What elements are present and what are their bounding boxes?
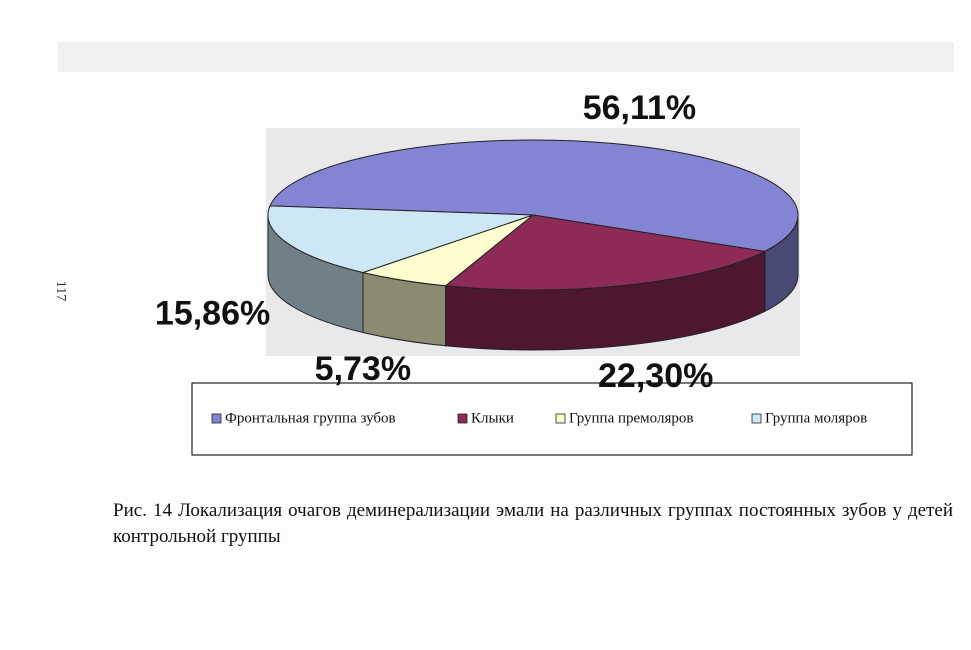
data-label: 5,73% (315, 350, 411, 388)
legend-swatch (457, 413, 468, 424)
scan-shade (58, 42, 954, 72)
caption: Рис. 14 Локализация очагов деминерализац… (113, 500, 953, 547)
pie-slice (444, 214, 767, 291)
pie-slice (269, 139, 799, 252)
data-label: 15,86% (155, 294, 270, 332)
legend-label: Группа премоляров (569, 410, 693, 426)
legend-label: Группа моляров (765, 410, 867, 426)
legend-swatch (555, 413, 566, 424)
pie-slice (267, 205, 534, 274)
legend-label: Фронтальная группа зубов (225, 410, 396, 426)
legend-box (191, 382, 913, 456)
chart: 56,11% 22,30% 5,73% 15,86% Фронтальная групп… (155, 89, 913, 456)
legend-label: Клыки (471, 410, 514, 426)
data-label: 22,30% (598, 357, 713, 395)
legend-swatch (211, 413, 222, 424)
legend-swatch (751, 413, 762, 424)
data-label: 56,11% (583, 89, 696, 127)
